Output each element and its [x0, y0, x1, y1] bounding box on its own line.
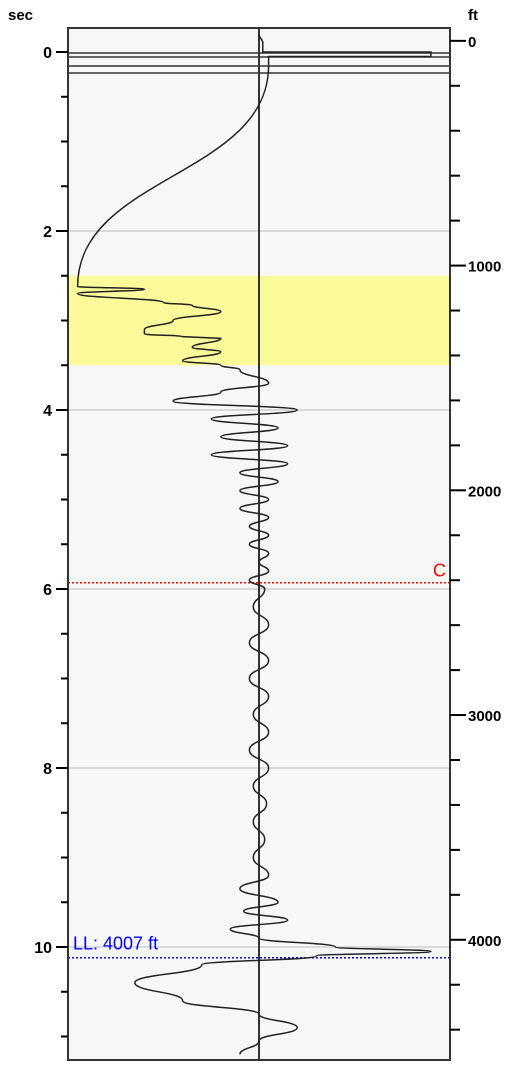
right-tick-label-3000: 3000: [468, 708, 501, 725]
left-tick-label-0: 0: [43, 45, 52, 62]
left-tick-label-10: 10: [34, 940, 52, 957]
series-line-0: [76, 34, 432, 1055]
left-tick-label-2: 2: [43, 224, 52, 241]
left-tick-label-8: 8: [43, 761, 52, 778]
left-axis-unit-label: sec: [8, 7, 33, 24]
right-tick-label-2000: 2000: [468, 483, 501, 500]
marker-label-0: C: [433, 561, 446, 581]
right-axis-unit-label: ft: [468, 7, 478, 24]
left-tick-label-6: 6: [43, 582, 52, 599]
marker-lines: C LL: 4007 ft: [68, 561, 450, 959]
right-tick-label-4000: 4000: [468, 933, 501, 950]
right-tick-label-0: 0: [468, 34, 476, 51]
right-axis: 0 1000 2000 3000 4000: [449, 28, 501, 1060]
marker-label-1: LL: 4007 ft: [73, 934, 158, 954]
left-tick-label-4: 4: [43, 403, 52, 420]
left-axis: 0 2 4 6 8 10: [34, 28, 69, 1060]
right-tick-label-1000: 1000: [468, 259, 501, 276]
